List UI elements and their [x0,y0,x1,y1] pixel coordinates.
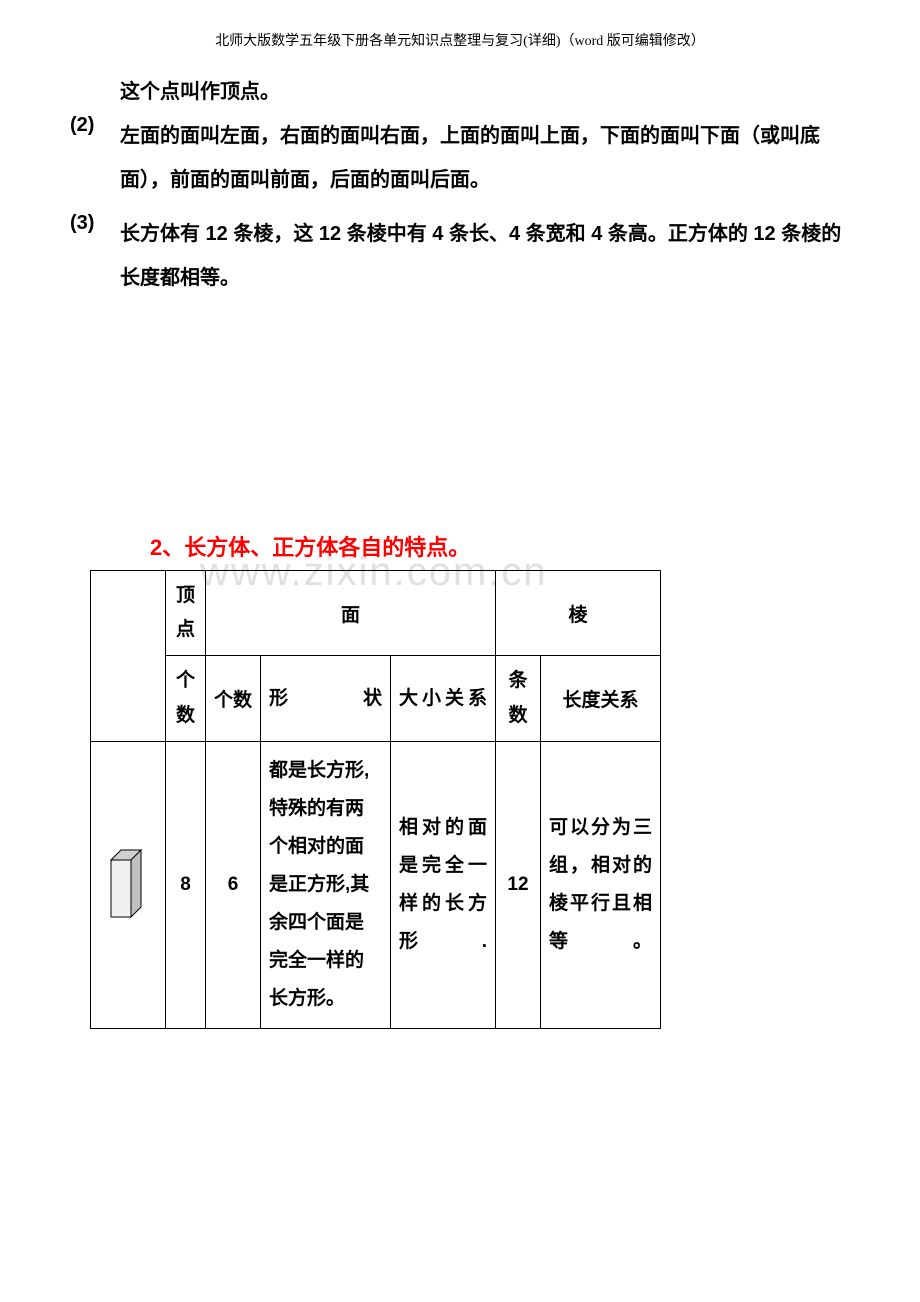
face-count-header: 个数 [206,656,261,741]
list-item-2: (2) 左面的面叫左面，右面的面叫右面，上面的面叫上面，下面的面叫下面（或叫底面… [70,114,850,202]
edge-count-header: 条数 [496,656,541,741]
page-header: 北师大版数学五年级下册各单元知识点整理与复习(详细)（word 版可编辑修改） [70,30,850,50]
properties-table: 顶点 面 棱 个数 个数 形 状 大小关系 条数 长度关系 8 6 都是长方形,… [90,570,661,1029]
list-number: (2) [70,114,120,202]
edge-count-cell: 12 [496,741,541,1028]
list-number: (3) [70,212,120,300]
list-content: 长方体有 12 条棱，这 12 条棱中有 4 条长、4 条宽和 4 条高。正方体… [120,212,850,300]
table-header-row-2: 个数 个数 形 状 大小关系 条数 长度关系 [91,656,661,741]
empty-header [91,571,166,742]
list-content: 左面的面叫左面，右面的面叫右面，上面的面叫上面，下面的面叫下面（或叫底面），前面… [120,114,850,202]
table-header-row-1: 顶点 面 棱 [91,571,661,656]
size-desc-cell: 相对的面是完全一样的长方形. [391,741,496,1028]
face-header: 面 [206,571,496,656]
length-desc-cell: 可以分为三组，相对的棱平行且相等。 [541,741,661,1028]
edge-header: 棱 [496,571,661,656]
continuation-text: 这个点叫作顶点。 [120,70,850,114]
shape-desc-cell: 都是长方形,特殊的有两个相对的面是正方形,其余四个面是完全一样的长方形。 [261,741,391,1028]
length-header: 长度关系 [541,656,661,741]
vertex-count-header: 个数 [166,656,206,741]
shape-header: 形 状 [261,656,391,741]
cuboid-icon [103,842,153,922]
list-item-3: (3) 长方体有 12 条棱，这 12 条棱中有 4 条长、4 条宽和 4 条高… [70,212,850,300]
table-row: 8 6 都是长方形,特殊的有两个相对的面是正方形,其余四个面是完全一样的长方形。… [91,741,661,1028]
vertex-count-cell: 8 [166,741,206,1028]
size-header: 大小关系 [391,656,496,741]
vertex-header: 顶点 [166,571,206,656]
cuboid-shape-cell [91,741,166,1028]
face-count-cell: 6 [206,741,261,1028]
